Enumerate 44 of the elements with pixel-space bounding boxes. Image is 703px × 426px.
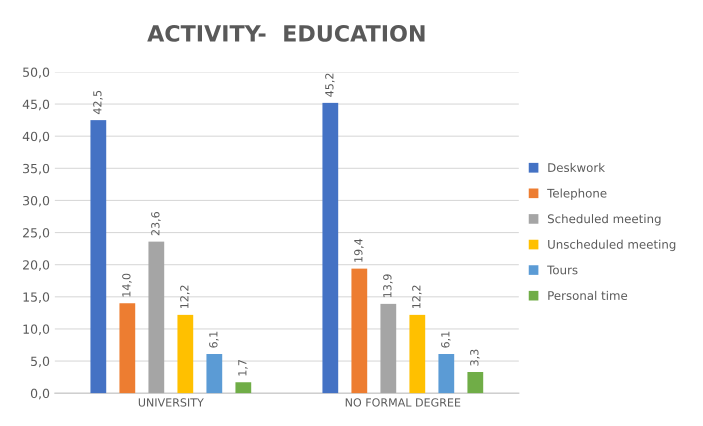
- y-tick-label: 25,0: [23, 228, 50, 239]
- legend-label: Deskwork: [548, 162, 606, 172]
- y-tick-label: 40,0: [22, 132, 50, 142]
- y-tick-label: 10,0: [24, 324, 50, 336]
- data-label: 42,5: [93, 90, 103, 114]
- bar: [380, 304, 396, 394]
- y-tick-label: 45,0: [22, 100, 50, 110]
- data-label: 45,2: [325, 74, 335, 97]
- chart-title: ACTIVITY- EDUCATION: [147, 24, 425, 42]
- data-label: 23,6: [151, 212, 161, 236]
- data-label: 1,7: [238, 360, 248, 376]
- bar: [235, 382, 252, 394]
- y-tick-label: 30,0: [23, 196, 50, 207]
- x-tick-label: NO FORMAL DEGREE: [346, 398, 460, 407]
- y-tick-label: 0,0: [30, 388, 50, 400]
- y-tick-label: 20,0: [23, 260, 50, 271]
- bar: [119, 303, 136, 394]
- bar: [206, 354, 222, 394]
- y-tick-label: 50,0: [23, 67, 50, 78]
- y-tick-label: 15,0: [24, 292, 50, 304]
- legend-label: Telephone: [547, 188, 606, 200]
- legend-label: Personal time: [548, 290, 628, 300]
- legend-label: Tours: [547, 266, 578, 274]
- data-label: 6,1: [441, 332, 451, 348]
- y-tick-label: 35,0: [23, 164, 50, 175]
- bar: [409, 314, 426, 394]
- data-label: 13,9: [383, 274, 393, 298]
- y-tick-label: 5,0: [31, 356, 50, 368]
- data-label: 12,2: [412, 286, 422, 308]
- bar: [90, 120, 106, 394]
- x-tick-label: UNIVERSITY: [138, 398, 204, 407]
- data-label: 19,4: [354, 238, 364, 262]
- bar: [351, 268, 368, 394]
- legend-label: Scheduled meeting: [548, 214, 660, 226]
- bar: [322, 102, 338, 394]
- bar: [177, 314, 194, 394]
- data-label: 6,1: [209, 332, 219, 348]
- bar: [438, 354, 454, 394]
- data-label: 3,3: [470, 350, 480, 366]
- bar: [148, 242, 164, 394]
- data-label: 12,2: [180, 286, 190, 308]
- bar: [467, 372, 484, 394]
- data-label: 14,0: [122, 274, 132, 296]
- legend-label: Unscheduled meeting: [548, 240, 676, 252]
